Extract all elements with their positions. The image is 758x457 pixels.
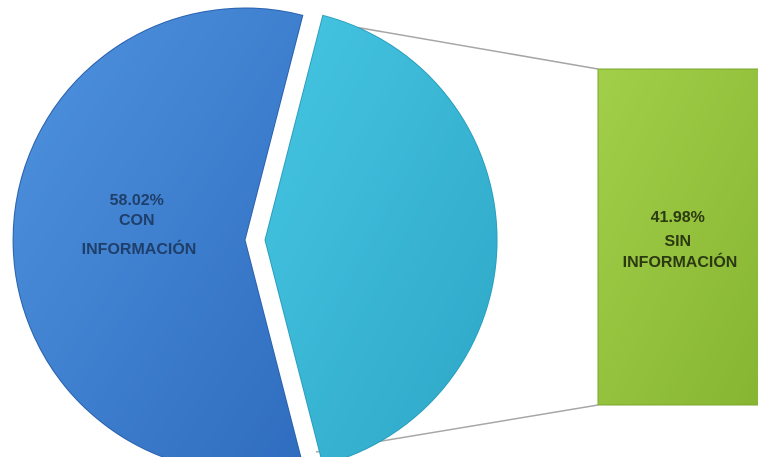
label-sin-line1: SIN [664,233,691,250]
pie-slice-con-informacion [12,7,304,457]
label-con-line2: INFORMACIÓN [82,239,197,258]
connector-line-top [325,21,599,70]
label-con-line1: CON [119,212,155,229]
breakout-bar-sin-informacion [597,68,758,406]
label-sin-informacion: 41.98% SIN INFORMACIÓN [623,209,738,271]
label-sin-percent: 41.98% [651,209,705,226]
pie-slice-sin-informacion [264,14,498,457]
label-sin-line2: INFORMACIÓN [623,252,738,271]
label-con-percent: 58.02% [110,192,164,209]
label-con-informacion: 58.02% CON INFORMACIÓN [82,192,197,258]
